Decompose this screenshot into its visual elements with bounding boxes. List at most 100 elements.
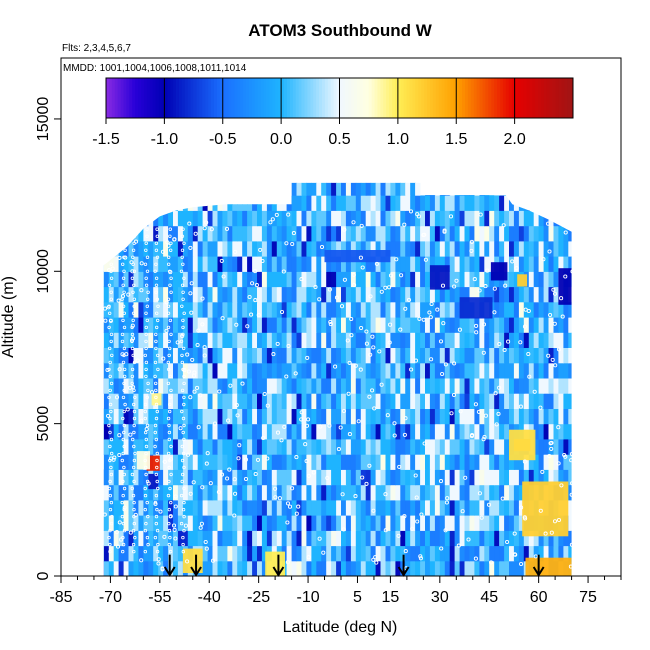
- heat-cell: [375, 317, 382, 333]
- heat-cell: [192, 469, 199, 486]
- heat-cell: [276, 195, 283, 211]
- heat-cell: [177, 301, 184, 318]
- heat-cell: [513, 182, 520, 196]
- heat-cell: [429, 499, 436, 516]
- heat-cell: [350, 469, 357, 486]
- sample-point: [383, 285, 388, 290]
- y-tick-label: 5000: [35, 406, 52, 442]
- sample-point: [253, 471, 258, 477]
- heat-cell: [168, 408, 174, 425]
- heat-cell: [158, 317, 164, 333]
- heat-cell: [222, 377, 228, 394]
- colorbar-segment: [429, 78, 434, 118]
- heat-cell: [385, 347, 391, 364]
- sample-point: [108, 549, 112, 554]
- sample-point: [258, 247, 263, 252]
- sample-point: [496, 411, 501, 416]
- heat-cell: [484, 438, 490, 455]
- heat-cell: [128, 454, 134, 470]
- heat-cell: [410, 225, 416, 242]
- heat-cell: [187, 317, 194, 333]
- heat-cell: [513, 560, 520, 576]
- heat-cell: [197, 210, 204, 227]
- heat-cell: [207, 240, 214, 257]
- sample-point: [161, 356, 166, 361]
- colorbar-segment: [383, 78, 387, 118]
- sample-point: [167, 479, 171, 484]
- heat-cell: [553, 377, 559, 394]
- heat-cell: [425, 499, 431, 516]
- heat-cell: [479, 393, 485, 409]
- heat-cell: [242, 393, 248, 409]
- colorbar-segment: [219, 78, 224, 118]
- heat-cell: [444, 256, 451, 272]
- heat-cell: [212, 362, 218, 379]
- heat-cell: [464, 332, 470, 348]
- heat-cell: [425, 530, 431, 547]
- heat-cell: [202, 256, 209, 272]
- sample-point: [268, 220, 273, 225]
- sample-point: [358, 255, 363, 260]
- sample-point: [143, 402, 148, 407]
- heat-cell: [197, 377, 204, 394]
- heat-cell: [187, 454, 194, 470]
- heat-cell: [301, 362, 307, 379]
- heat-cell: [429, 377, 436, 394]
- sample-point: [107, 486, 112, 491]
- heat-cell: [434, 347, 441, 364]
- heat-cell: [390, 469, 396, 486]
- sample-point: [133, 395, 137, 400]
- heat-cell: [301, 332, 307, 348]
- heat-cell: [395, 560, 401, 576]
- heat-cell: [148, 182, 154, 196]
- sample-point: [132, 241, 136, 245]
- heat-cell: [350, 210, 357, 227]
- heat-cell: [410, 438, 416, 455]
- heat-cell: [420, 377, 426, 394]
- heat-cell: [301, 182, 307, 196]
- heat-cell: [543, 530, 550, 547]
- heat-cell: [563, 240, 569, 257]
- heat-cell: [484, 454, 490, 470]
- heat-cell: [390, 210, 396, 227]
- heat-cell: [266, 210, 273, 227]
- x-tick-label: 45: [480, 589, 498, 606]
- heat-cell: [454, 499, 461, 516]
- heat-cell: [316, 225, 322, 242]
- heat-cell: [281, 499, 288, 516]
- sample-point: [494, 422, 499, 427]
- heat-cell: [173, 408, 179, 425]
- sample-point: [306, 473, 311, 478]
- sample-point: [181, 549, 185, 554]
- colorbar-segment: [149, 78, 154, 118]
- heat-cell: [94, 424, 100, 440]
- heat-cell: [380, 393, 386, 409]
- sample-point: [155, 465, 159, 470]
- heat-cell: [257, 271, 263, 288]
- heat-cell: [553, 393, 559, 409]
- heat-cell: [533, 423, 540, 440]
- sample-point: [284, 374, 289, 379]
- colorbar-segment: [152, 78, 157, 118]
- heat-cell: [420, 499, 426, 516]
- heat-cell: [94, 561, 100, 577]
- sample-point: [454, 278, 459, 283]
- heat-cell: [192, 393, 199, 409]
- heat-cell: [494, 240, 500, 257]
- heat-cell: [153, 545, 159, 562]
- heat-cell: [326, 530, 332, 547]
- colorbar-segment: [543, 78, 548, 118]
- heat-cell: [113, 301, 120, 318]
- heat-cell: [118, 545, 125, 562]
- heat-cell: [410, 362, 416, 379]
- heat-cell: [237, 499, 243, 516]
- sample-point: [479, 515, 484, 520]
- heat-cell: [197, 301, 204, 318]
- sample-point: [167, 409, 172, 414]
- heat-cell: [385, 484, 391, 501]
- sample-point: [383, 492, 388, 497]
- heat-cell: [138, 423, 144, 440]
- heat-cell: [410, 423, 416, 440]
- sample-point: [379, 382, 384, 387]
- heat-cell: [573, 515, 579, 531]
